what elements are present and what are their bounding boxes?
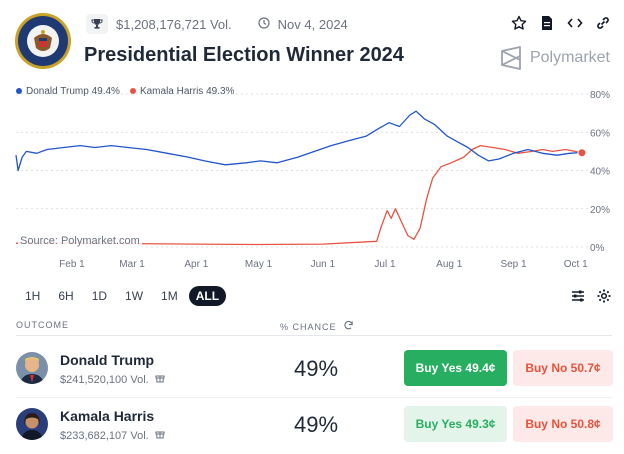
outcome-column-header: OUTCOME <box>16 320 69 330</box>
candidate-volume: $241,520,100 Vol. <box>60 373 165 386</box>
candidate-name: Kamala Harris <box>60 408 155 424</box>
range-6h[interactable]: 6H <box>58 289 74 303</box>
chart-legend: Donald Trump 49.4% Kamala Harris 49.3% <box>16 86 234 97</box>
chart-controls <box>570 288 612 309</box>
trophy-icon <box>86 14 108 34</box>
chance-value: 49% <box>294 356 339 381</box>
outcomes-table-header: OUTCOME % CHANCE <box>16 316 612 336</box>
market-meta: $1,208,176,721 Vol. Nov 4, 2024 <box>86 14 348 34</box>
buy-yes-button[interactable]: Buy Yes 49.4¢ <box>404 350 507 386</box>
outcome-row-trump[interactable]: Donald Trump $241,520,100 Vol. 49% Buy Y… <box>16 342 613 398</box>
harris-avatar <box>16 408 48 440</box>
end-date: Nov 4, 2024 <box>277 16 348 32</box>
range-all[interactable]: ALL <box>188 286 227 306</box>
x-tick-label: May 1 <box>245 259 273 270</box>
x-tick-label: Apr 1 <box>184 259 208 270</box>
range-1w[interactable]: 1W <box>125 289 144 303</box>
x-tick-label: Jul 1 <box>374 259 396 270</box>
series-line-donald-trump <box>15 110 582 172</box>
volume-text: $1,208,176,721 Vol. <box>116 16 232 32</box>
filter-sliders-icon[interactable] <box>570 288 586 309</box>
legend-harris: Kamala Harris 49.3% <box>129 86 234 97</box>
candidate-volume: $233,682,107 Vol. <box>60 429 165 442</box>
y-tick-label: 60% <box>590 128 610 139</box>
range-1m[interactable]: 1M <box>161 289 178 303</box>
chance-value: 49% <box>294 412 339 437</box>
x-tick-label: Jun 1 <box>311 259 336 270</box>
x-tick-label: Oct 1 <box>564 259 588 270</box>
link-icon[interactable] <box>594 12 612 34</box>
document-icon[interactable] <box>538 12 556 34</box>
x-tick-label: Sep 1 <box>500 259 527 270</box>
page-title: Presidential Election Winner 2024 <box>84 44 404 66</box>
y-tick-label: 40% <box>590 167 610 178</box>
chance-column-header: % CHANCE <box>280 320 354 333</box>
buy-no-button[interactable]: Buy No 50.7¢ <box>513 350 613 386</box>
series-endpoint-marker <box>577 148 587 158</box>
trump-avatar <box>16 352 48 384</box>
buy-no-button[interactable]: Buy No 50.8¢ <box>513 406 613 442</box>
brand-name: Polymarket <box>529 49 610 66</box>
clock-icon <box>258 16 270 32</box>
presidential-seal-logo <box>14 12 72 70</box>
y-tick-label: 0% <box>590 243 605 254</box>
y-tick-label: 20% <box>590 205 610 216</box>
header-actions <box>510 12 612 34</box>
legend-trump: Donald Trump 49.4% <box>16 86 120 97</box>
time-range-selector: 1H 6H 1D 1W 1M ALL <box>18 286 227 306</box>
x-tick-label: Aug 1 <box>436 259 463 270</box>
y-tick-label: 80% <box>590 90 610 101</box>
refresh-icon[interactable] <box>343 320 354 333</box>
gift-icon[interactable] <box>155 373 165 386</box>
x-tick-label: Mar 1 <box>119 259 145 270</box>
range-1h[interactable]: 1H <box>25 289 41 303</box>
polymarket-logo: Polymarket <box>500 46 610 70</box>
series-line-kamala-harris <box>16 144 583 246</box>
range-1d[interactable]: 1D <box>91 289 108 303</box>
x-tick-label: Feb 1 <box>59 259 85 270</box>
gift-icon[interactable] <box>155 429 165 442</box>
settings-gear-icon[interactable] <box>596 288 612 309</box>
embed-code-icon[interactable] <box>566 12 584 34</box>
source-label: Source: Polymarket.com <box>18 234 142 248</box>
star-icon[interactable] <box>510 12 528 34</box>
buy-yes-button[interactable]: Buy Yes 49.3¢ <box>404 406 507 442</box>
outcome-row-harris[interactable]: Kamala Harris $233,682,107 Vol. 49% Buy … <box>16 398 613 454</box>
candidate-name: Donald Trump <box>60 352 155 368</box>
